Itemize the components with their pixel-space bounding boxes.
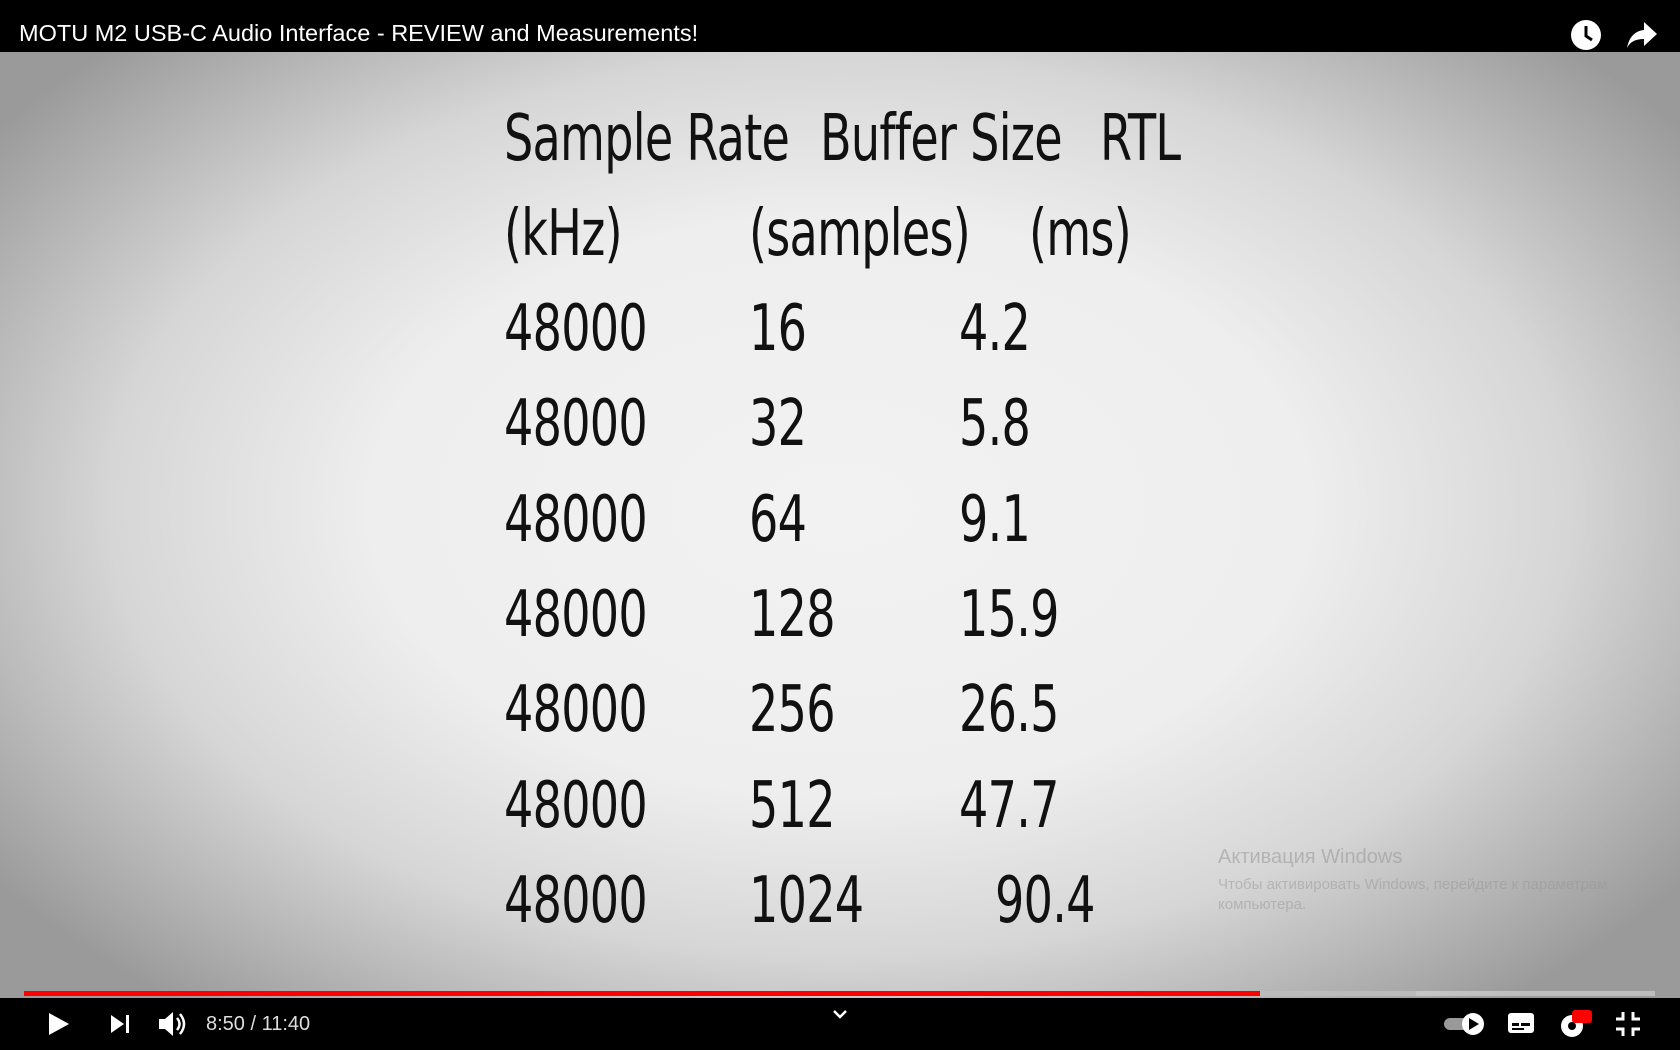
top-bar: MOTU M2 USB-C Audio Interface - REVIEW a… <box>0 0 1680 52</box>
table-cell: 256 <box>749 673 836 747</box>
table-cell: 48000 <box>504 578 648 652</box>
header-cell: Buffer Size <box>820 102 1063 176</box>
settings-button[interactable] <box>1558 1006 1592 1040</box>
share-button[interactable] <box>1626 20 1658 50</box>
table-cell: 48000 <box>504 673 648 747</box>
table-cell: 64 <box>749 483 807 557</box>
header-cell: (samples) <box>749 197 971 271</box>
table-cell: 15.9 <box>959 578 1059 652</box>
header-cell: (ms) <box>1029 197 1132 271</box>
table-cell: 90.4 <box>995 864 1095 938</box>
watermark-title: Активация Windows <box>1218 846 1403 868</box>
table-cell: 9.1 <box>959 483 1031 557</box>
played-bar <box>24 991 1260 996</box>
table-cell: 48000 <box>504 769 648 843</box>
table-cell: 5.8 <box>959 387 1031 461</box>
table-cell: 26.5 <box>959 673 1059 747</box>
table-cell: 48000 <box>504 292 648 366</box>
subtitles-button[interactable] <box>1506 1010 1536 1036</box>
header-cell: RTL <box>1100 102 1181 176</box>
video-frame[interactable] <box>0 52 1680 998</box>
table-cell: 128 <box>749 578 836 652</box>
table-cell: 512 <box>749 769 836 843</box>
chapters-button[interactable] <box>832 1008 848 1020</box>
header-cell: Sample Rate <box>504 102 790 176</box>
exit-fullscreen-button[interactable] <box>1614 1010 1642 1038</box>
watermark-text: Чтобы активировать Windows, перейдите к … <box>1218 876 1608 913</box>
progress-bar[interactable] <box>24 991 1655 996</box>
control-bar <box>0 998 1680 1050</box>
volume-button[interactable] <box>157 1009 189 1039</box>
table-cell: 48000 <box>504 483 648 557</box>
table-cell: 1024 <box>749 864 864 938</box>
video-title[interactable]: MOTU M2 USB-C Audio Interface - REVIEW a… <box>19 20 699 46</box>
play-button[interactable] <box>44 1010 72 1038</box>
next-button[interactable] <box>108 1012 132 1036</box>
table-cell: 4.2 <box>959 292 1031 366</box>
header-cell: (kHz) <box>504 197 623 271</box>
autoplay-toggle[interactable] <box>1442 1010 1486 1036</box>
time-display: 8:50 / 11:40 <box>206 1013 311 1035</box>
table-cell: 48000 <box>504 864 648 938</box>
table-cell: 32 <box>749 387 807 461</box>
table-cell: 16 <box>749 292 807 366</box>
table-cell: 47.7 <box>959 769 1059 843</box>
watch-later-button[interactable] <box>1570 19 1602 51</box>
table-cell: 48000 <box>504 387 648 461</box>
